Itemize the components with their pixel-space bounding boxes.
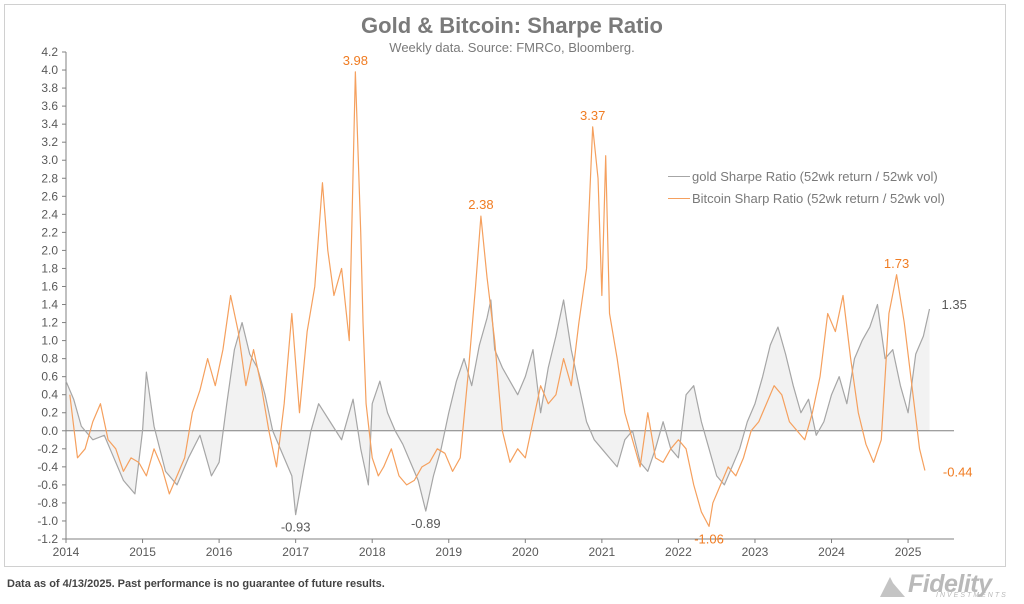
x-tick-label: 2014 — [53, 545, 80, 559]
x-tick-label: 2022 — [665, 545, 692, 559]
y-tick-label: -0.4 — [37, 460, 58, 474]
legend-item-gold: gold Sharpe Ratio (52wk return / 52wk vo… — [668, 165, 945, 187]
fidelity-pyramid-icon — [880, 577, 905, 597]
y-tick-label: 0.8 — [41, 352, 58, 366]
y-tick-label: 2.4 — [41, 207, 58, 221]
x-tick-label: 2024 — [818, 545, 845, 559]
data-label: -1.06 — [694, 531, 724, 546]
gold-fill-area — [66, 300, 930, 515]
y-tick-label: 1.0 — [41, 334, 58, 348]
axes: 4.2 4.0 3.8 3.6 3.4 3.2 3.0 2.8 2.6 2.4 2.2 2.0 1.8 1… — [37, 45, 954, 559]
y-tick-label: 0.2 — [41, 406, 58, 420]
x-tick-label: 2019 — [435, 545, 462, 559]
legend-item-bitcoin: Bitcoin Sharp Ratio (52wk return / 52wk … — [668, 187, 945, 209]
x-tick-label: 2017 — [282, 545, 309, 559]
x-tick-label: 2015 — [129, 545, 156, 559]
y-tick-label: 3.2 — [41, 135, 58, 149]
data-label: -0.93 — [281, 520, 311, 535]
footnote: Data as of 4/13/2025. Past performance i… — [7, 578, 385, 590]
y-tick-label: -0.6 — [37, 478, 58, 492]
end-value-label: -0.44 — [943, 464, 973, 479]
data-label: 3.98 — [343, 53, 368, 68]
y-tick-label: 3.6 — [41, 99, 58, 113]
gold-series-line — [65, 299, 931, 516]
fidelity-logo: Fidelity INVESTMENTS — [878, 570, 1022, 601]
y-tick-label: 2.2 — [41, 225, 58, 239]
legend-label-gold: gold Sharpe Ratio (52wk return / 52wk vo… — [692, 168, 938, 184]
y-tick-label: 2.6 — [41, 189, 58, 203]
y-tick-label: -1.2 — [37, 532, 58, 546]
legend-swatch-gold — [668, 175, 690, 177]
data-label: 2.38 — [468, 197, 493, 212]
y-tick-label: -0.8 — [37, 496, 58, 510]
x-tick-label: 2025 — [895, 545, 922, 559]
y-tick-label: 0.4 — [41, 388, 58, 402]
y-tick-label: 3.0 — [41, 153, 58, 167]
brand-wordmark: Fidelity — [908, 570, 992, 598]
y-tick-label: 4.2 — [41, 45, 58, 59]
series-lines — [65, 71, 931, 527]
data-label: 1.73 — [884, 256, 909, 271]
y-tick-label: 1.2 — [41, 316, 58, 330]
x-tick-label: 2020 — [512, 545, 539, 559]
legend-swatch-bitcoin — [668, 197, 690, 199]
y-tick-label: -1.0 — [37, 514, 58, 528]
bitcoin-series-line — [69, 71, 926, 527]
y-tick-label: 1.6 — [41, 279, 58, 293]
x-tick-label: 2023 — [742, 545, 769, 559]
gold-area-fill — [66, 300, 930, 515]
annotations: -0.93 -0.89 1.35 3.98 2.38 3.37 1.73 -1.06 -0.44 — [281, 53, 973, 547]
y-tick-label: 3.4 — [41, 117, 58, 131]
y-tick-label: -0.2 — [37, 442, 58, 456]
x-tick-label: 2016 — [206, 545, 233, 559]
y-tick-label: 1.4 — [41, 298, 58, 312]
x-tick-label: 2021 — [589, 545, 616, 559]
data-label: 3.37 — [580, 108, 605, 123]
y-tick-label: 3.8 — [41, 81, 58, 95]
y-tick-label: 4.0 — [41, 63, 58, 77]
legend: gold Sharpe Ratio (52wk return / 52wk vo… — [668, 165, 945, 209]
y-tick-label: 0.6 — [41, 370, 58, 384]
y-tick-label: 2.8 — [41, 171, 58, 185]
legend-label-bitcoin: Bitcoin Sharp Ratio (52wk return / 52wk … — [692, 190, 945, 206]
end-value-label: 1.35 — [942, 297, 967, 312]
chart-title: Gold & Bitcoin: Sharpe Ratio — [361, 13, 663, 38]
y-tick-label: 1.8 — [41, 261, 58, 275]
y-tick-label: 2.0 — [41, 243, 58, 257]
x-tick-label: 2018 — [359, 545, 386, 559]
brand-subtitle: INVESTMENTS — [936, 592, 1008, 599]
chart-subtitle: Weekly data. Source: FMRCo, Bloomberg. — [389, 40, 635, 55]
y-tick-label: 0.0 — [41, 424, 58, 438]
data-label: -0.89 — [411, 516, 441, 531]
